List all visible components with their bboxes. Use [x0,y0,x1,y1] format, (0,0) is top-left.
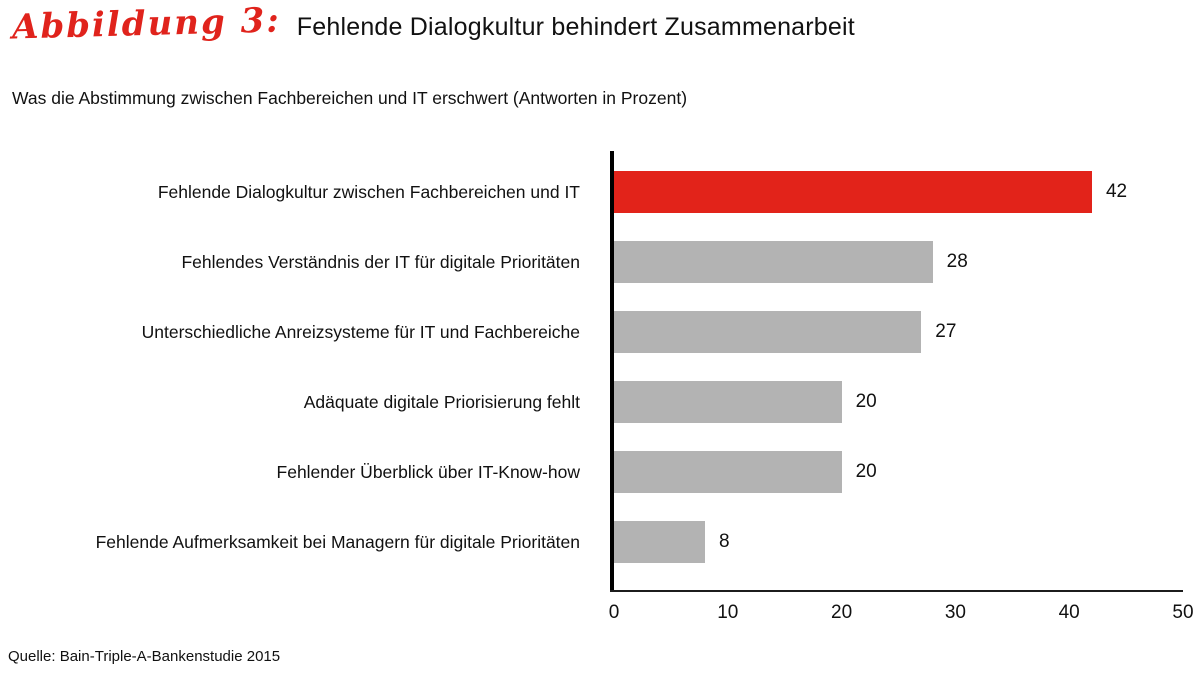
chart-subtitle: Was die Abstimmung zwischen Fachbereiche… [12,88,688,108]
chart-row: Fehlende Aufmerksamkeit bei Managern für… [0,507,1183,577]
x-axis-ticks: 0 10 20 30 40 50 [609,602,1194,628]
category-label: Fehlende Dialogkultur zwischen Fachberei… [157,181,580,202]
page-title: Fehlende Dialogkultur behindert Zusammen… [296,13,855,41]
bar-track: 28 [614,241,1183,283]
value-label: 20 [855,461,877,482]
value-label: 20 [855,391,877,412]
chart-row: Adäquate digitale Priorisierung fehlt 20 [0,367,1183,437]
bar-track: 8 [614,521,1183,563]
figure-header: Abbildung 3: Fehlende Dialogkultur behin… [12,0,855,47]
bar-track: 42 [614,171,1183,213]
category-label: Fehlendes Verständnis der IT für digital… [181,251,580,272]
category-label: Adäquate digitale Priorisierung fehlt [303,391,580,412]
value-label: 42 [1105,181,1128,202]
x-tick-label: 50 [1172,602,1194,623]
x-tick-label: 20 [831,602,853,623]
chart-row: Fehlende Dialogkultur zwischen Fachberei… [0,157,1183,227]
x-tick-label: 40 [1058,602,1080,623]
category-label: Fehlender Überblick über IT-Know-how [276,461,580,482]
x-tick-label: 30 [944,602,966,623]
y-axis-line [610,151,614,592]
category-label: Unterschiedliche Anreizsysteme für IT un… [141,321,580,342]
bar-track: 20 [614,451,1183,493]
figure-number-label: Abbildung 3: [11,0,282,48]
bar-chart: Fehlende Dialogkultur zwischen Fachberei… [0,151,1194,628]
chart-row: Fehlender Überblick über IT-Know-how 20 [0,437,1183,507]
chart-row: Unterschiedliche Anreizsysteme für IT un… [0,297,1183,367]
bar [614,451,842,493]
value-label: 27 [935,321,957,342]
bar [614,241,933,283]
value-label: 8 [719,531,730,552]
bar [614,381,842,423]
chart-rows: Fehlende Dialogkultur zwischen Fachberei… [0,157,1183,577]
bar [614,521,706,563]
x-tick-label: 0 [608,602,620,623]
source-note: Quelle: Bain-Triple-A-Bankenstudie 2015 [8,648,281,665]
bar [614,171,1092,213]
value-label: 28 [946,251,968,272]
bar-track: 27 [614,311,1183,353]
chart-row: Fehlendes Verständnis der IT für digital… [0,227,1183,297]
x-axis-line [610,590,1183,592]
category-label: Fehlende Aufmerksamkeit bei Managern für… [95,531,580,552]
bar [614,311,922,353]
x-tick-label: 10 [717,602,739,623]
bar-track: 20 [614,381,1183,423]
